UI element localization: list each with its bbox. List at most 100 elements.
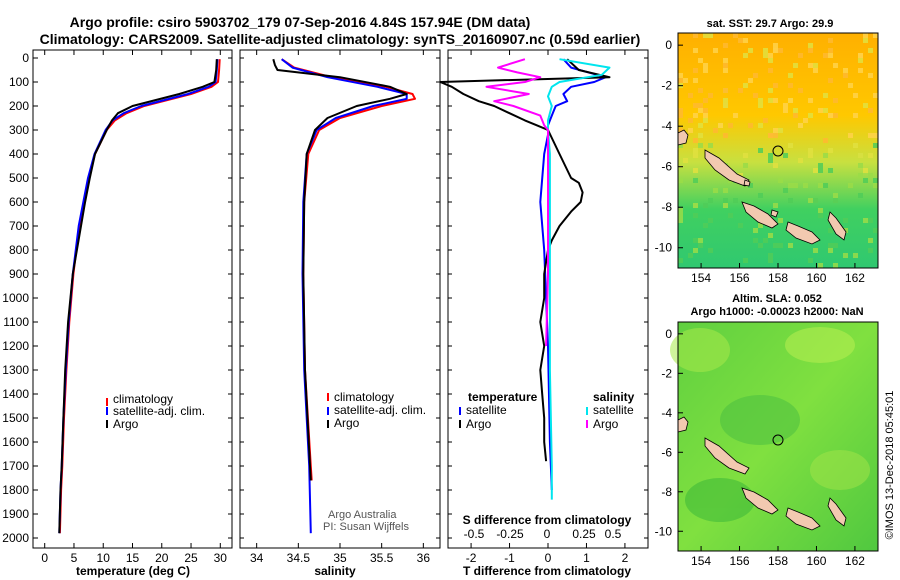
sst-pixel — [683, 78, 688, 83]
depth-tick-label: 200 — [9, 99, 29, 113]
sst-pixel — [723, 103, 728, 108]
sst-pixel — [678, 128, 683, 133]
sst-pixel — [853, 93, 858, 98]
sst-pixel — [693, 153, 698, 158]
map-y-tick-label: -10 — [655, 524, 673, 538]
sst-pixel — [753, 228, 758, 233]
difference-x-ticks: -2 -1 0 1 2 — [448, 50, 648, 565]
sst-pixel — [763, 238, 768, 243]
sst-pixel — [723, 98, 728, 103]
sst-pixel — [733, 198, 738, 203]
sst-pixel — [853, 143, 858, 148]
sst-pixel — [693, 238, 698, 243]
sst-pixel — [823, 138, 828, 143]
sst-pixel — [848, 83, 853, 88]
figure-title-line1: Argo profile: csiro 5903702_179 07-Sep-2… — [70, 14, 531, 30]
land-guadalcanal — [785, 221, 821, 245]
sst-pixel — [858, 53, 863, 58]
depth-tick-label: 0 — [22, 51, 29, 65]
temperature-legend: climatology satellite-adj. clim. Argo — [106, 392, 205, 431]
depth-tick-label: 500 — [9, 171, 29, 185]
sst-pixel — [863, 178, 868, 183]
sst-pixel — [843, 73, 848, 78]
sst-pixel — [688, 253, 693, 258]
sla-blob — [720, 395, 800, 445]
legend-s-argo: Argo — [593, 417, 619, 431]
sst-pixel — [798, 53, 803, 58]
map-y-tick-label: -2 — [661, 79, 672, 93]
series-line-t-satellite — [539, 58, 607, 491]
sst-pixel — [693, 168, 698, 173]
sst-pixel — [873, 33, 878, 38]
sst-pixel — [678, 213, 683, 218]
sla-map: Altim. SLA: 0.052 Argo h1000: -0.00023 h… — [655, 293, 879, 568]
sst-pixel — [813, 168, 818, 173]
sst-pixel — [773, 163, 778, 168]
sst-pixel — [693, 33, 698, 38]
legend-argo: Argo — [113, 417, 139, 431]
sst-pixel — [843, 218, 848, 223]
legend-title-temperature: temperature — [468, 390, 538, 404]
footer-credit: ©IMOS 13-Dec-2018 05:45:01 — [884, 391, 896, 540]
sst-pixel — [833, 198, 838, 203]
sst-pixel — [708, 248, 713, 253]
sst-pixel — [768, 258, 773, 263]
difference-series — [439, 58, 611, 500]
sst-pixel — [768, 58, 773, 63]
depth-axis: 0 100 200 300 400 500 600 700 800 900 1000 1100 1200… — [2, 51, 38, 545]
sst-pixel — [748, 48, 753, 53]
sst-pixel — [793, 108, 798, 113]
depth-tick-label: 900 — [9, 267, 29, 281]
depth-tick-label: 1500 — [2, 411, 29, 425]
s-difference-xlabel: S difference from climatology — [463, 513, 632, 527]
sst-pixel — [833, 263, 838, 268]
sst-pixel — [768, 133, 773, 138]
depth-tick-label: 300 — [9, 123, 29, 137]
sst-pixel — [778, 128, 783, 133]
sst-pixel — [728, 213, 733, 218]
x-tick-label: 5 — [71, 551, 78, 565]
sst-pixel — [713, 188, 718, 193]
sst-pixel — [873, 178, 878, 183]
sst-pixel — [743, 83, 748, 88]
sst-pixel — [783, 188, 788, 193]
sst-pixel — [758, 223, 763, 228]
sst-pixel — [678, 113, 683, 118]
sst-pixel — [828, 248, 833, 253]
sst-pixel — [833, 113, 838, 118]
series-line-s-argo — [485, 58, 549, 347]
land-santa-isabel — [741, 201, 779, 229]
s-tick-label: -0.25 — [496, 527, 524, 541]
sst-pixel — [773, 243, 778, 248]
sst-pixel — [698, 88, 703, 93]
sst-pixel — [763, 48, 768, 53]
legend-argo: Argo — [334, 416, 360, 430]
salinity-panel: 34 34.5 35 35.5 36 salinity climatology sate… — [239, 49, 441, 578]
map-x-tick-label: 154 — [691, 271, 711, 285]
sla-map-title2: Argo h1000: -0.00023 h2000: NaN — [690, 306, 863, 318]
sst-pixel — [823, 108, 828, 113]
sst-pixel — [698, 108, 703, 113]
sst-pixel — [848, 133, 853, 138]
sst-pixel — [693, 148, 698, 153]
sst-pixel — [693, 138, 698, 143]
sst-pixel — [768, 68, 773, 73]
sst-pixel — [823, 93, 828, 98]
temperature-series — [58, 59, 221, 534]
land-choiseul — [704, 437, 750, 475]
x-tick-label: 20 — [155, 551, 169, 565]
sst-pixel — [723, 203, 728, 208]
sst-pixel — [873, 93, 878, 98]
sst-pixel — [828, 38, 833, 43]
sst-pixel — [703, 68, 708, 73]
sst-pixel — [753, 93, 758, 98]
sst-pixel — [678, 258, 683, 263]
sst-pixel — [858, 68, 863, 73]
sst-pixel — [868, 133, 873, 138]
sst-pixel — [698, 243, 703, 248]
legend-satellite: satellite-adj. clim. — [334, 403, 426, 417]
depth-tick-label: 800 — [9, 243, 29, 257]
x-tick-label: 0 — [545, 551, 552, 565]
map-y-tick-label: 0 — [665, 38, 672, 52]
x-tick-label: -1 — [504, 551, 515, 565]
